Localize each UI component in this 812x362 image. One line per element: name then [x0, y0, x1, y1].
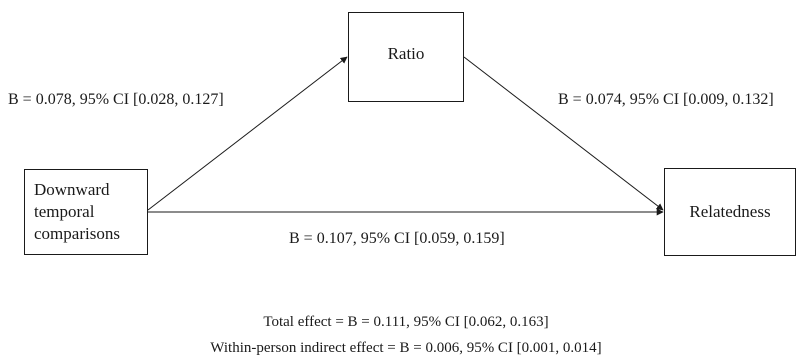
predictor-box: Downward temporal comparisons — [24, 169, 148, 255]
mediator-box: Ratio — [348, 12, 464, 102]
direct-path-coefficient: B = 0.107, 95% CI [0.059, 0.159] — [289, 230, 505, 248]
arrow-mediator-to-outcome — [464, 57, 663, 210]
indirect-effect-text: Within-person indirect effect = B = 0.00… — [0, 340, 812, 357]
outcome-box: Relatedness — [664, 168, 796, 256]
arrow-predictor-to-mediator — [148, 57, 347, 210]
mediator-label: Ratio — [388, 43, 425, 65]
outcome-label: Relatedness — [689, 201, 770, 223]
path-b-coefficient: B = 0.074, 95% CI [0.009, 0.132] — [558, 91, 774, 109]
predictor-label: Downward temporal comparisons — [34, 179, 120, 245]
total-effect-text: Total effect = B = 0.111, 95% CI [0.062,… — [0, 314, 812, 331]
path-a-coefficient: B = 0.078, 95% CI [0.028, 0.127] — [8, 91, 224, 109]
